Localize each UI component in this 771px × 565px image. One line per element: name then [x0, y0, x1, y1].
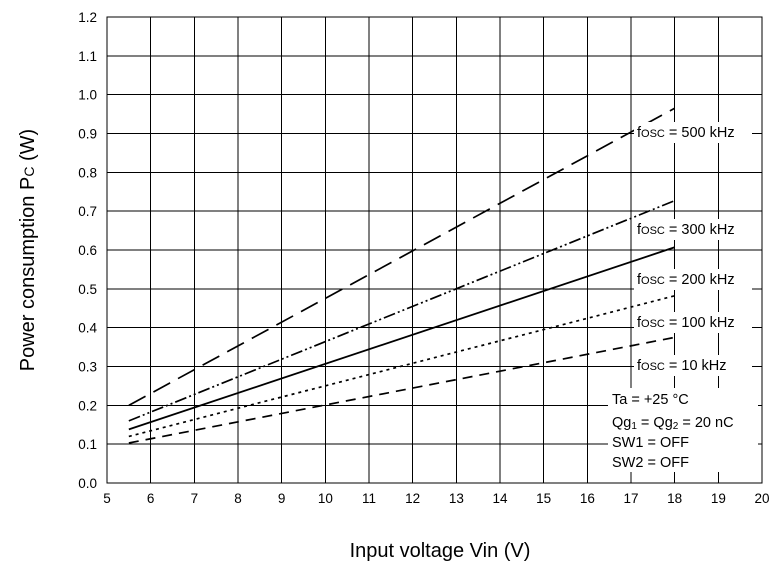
series-label-bg-1 — [634, 219, 752, 240]
series-line-3 — [128, 295, 675, 438]
series-label-3: fOSC = 100 kHz — [637, 315, 735, 331]
y-tick-label-0.6: 0.6 — [78, 243, 97, 258]
y-axis-title: Power consumption PC (W) — [17, 129, 39, 371]
conditions-box — [608, 388, 758, 472]
y-tick-label-0.2: 0.2 — [78, 398, 97, 413]
series-label-bg-4 — [634, 355, 752, 376]
plot-frame — [106, 16, 763, 484]
x-tick-label-19: 19 — [711, 491, 726, 506]
x-tick-label-16: 16 — [580, 491, 595, 506]
condition-qg: Qg1 = Qg2 = 20 nC — [612, 415, 734, 432]
series-label-bg-0 — [634, 122, 752, 143]
y-tick-label-0.0: 0.0 — [78, 476, 97, 491]
series-label-4: fOSC = 10 kHz — [637, 358, 727, 374]
condition-ta: Ta = +25 °C — [612, 392, 689, 408]
x-axis-title: Input voltage Vin (V) — [350, 540, 531, 562]
x-tick-label-11: 11 — [362, 491, 376, 506]
x-tick-label-9: 9 — [278, 491, 286, 506]
condition-sw1: SW1 = OFF — [612, 435, 689, 451]
series-label-0: fOSC = 500 kHz — [637, 125, 735, 141]
y-tick-label-1.2: 1.2 — [78, 10, 97, 25]
x-tick-label-17: 17 — [623, 491, 638, 506]
series-lines — [128, 107, 676, 444]
series-line-1 — [128, 199, 675, 422]
series-label-bg-3 — [634, 312, 752, 333]
series-label-bg-2 — [634, 269, 752, 290]
series-line-2 — [128, 246, 675, 431]
series-line-0 — [128, 107, 676, 407]
series-line-4 — [128, 336, 675, 444]
x-tick-label-12: 12 — [405, 491, 420, 506]
x-tick-label-7: 7 — [191, 491, 199, 506]
series-label-1: fOSC = 300 kHz — [637, 222, 735, 238]
x-tick-label-14: 14 — [492, 491, 508, 506]
y-tick-label-0.5: 0.5 — [78, 282, 97, 297]
y-tick-label-0.1: 0.1 — [78, 437, 97, 452]
tick-labels: 5 6 7 8 9 10 11 12 13 14 15 16 17 18 19 20 0.0 0.1 0.2 0.3 0… — [78, 10, 769, 506]
x-tick-label-18: 18 — [667, 491, 682, 506]
x-tick-label-5: 5 — [103, 491, 111, 506]
series-labels: fOSC = 500 kHz fOSC = 300 kHz fOSC = 200 k… — [634, 122, 752, 376]
y-tick-label-0.4: 0.4 — [78, 321, 97, 336]
series-label-2: fOSC = 200 kHz — [637, 272, 735, 288]
x-tick-label-15: 15 — [536, 491, 551, 506]
x-tick-label-13: 13 — [449, 491, 464, 506]
x-tick-label-10: 10 — [318, 491, 333, 506]
y-tick-label-0.8: 0.8 — [78, 165, 97, 180]
x-tick-label-6: 6 — [147, 491, 155, 506]
x-tick-label-20: 20 — [754, 491, 769, 506]
y-tick-label-0.9: 0.9 — [78, 127, 97, 142]
y-tick-label-0.7: 0.7 — [78, 204, 97, 219]
y-tick-label-1.0: 1.0 — [78, 88, 97, 103]
y-tick-label-0.3: 0.3 — [78, 360, 97, 375]
condition-sw2: SW2 = OFF — [612, 455, 689, 471]
x-tick-label-8: 8 — [234, 491, 242, 506]
y-tick-label-1.1: 1.1 — [78, 49, 97, 64]
